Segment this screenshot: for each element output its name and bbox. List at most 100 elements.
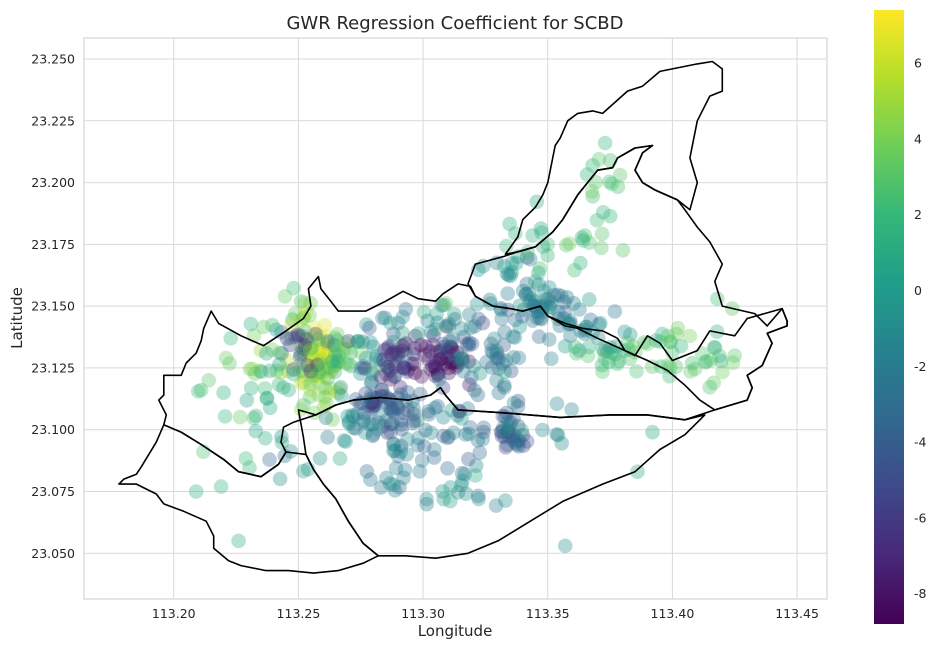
- data-point: [325, 355, 341, 370]
- data-point: [629, 364, 644, 379]
- data-point: [303, 363, 319, 379]
- data-point: [522, 251, 538, 267]
- data-point: [330, 326, 345, 342]
- data-point: [725, 355, 741, 371]
- data-point: [366, 362, 381, 378]
- data-point: [338, 335, 353, 350]
- data-point: [322, 385, 337, 401]
- data-point: [363, 334, 378, 350]
- data-point: [455, 350, 470, 366]
- data-point: [316, 336, 332, 352]
- data-point: [497, 324, 512, 340]
- data-point: [330, 354, 345, 369]
- data-point: [364, 374, 380, 389]
- data-point: [450, 408, 465, 423]
- data-point: [245, 361, 261, 377]
- data-point: [509, 437, 525, 453]
- data-point: [259, 391, 275, 406]
- data-point: [286, 362, 301, 377]
- data-point: [370, 422, 385, 437]
- data-point: [535, 239, 551, 254]
- data-point: [222, 356, 237, 371]
- data-point: [361, 416, 377, 432]
- data-point: [437, 339, 452, 355]
- data-point: [673, 338, 689, 354]
- data-point: [386, 326, 401, 342]
- data-point: [446, 355, 462, 371]
- data-point: [316, 399, 332, 414]
- data-point: [707, 340, 722, 355]
- data-point: [320, 334, 336, 349]
- data-point: [411, 326, 426, 341]
- data-point: [550, 427, 566, 443]
- data-point: [621, 342, 636, 357]
- data-point: [610, 356, 625, 372]
- data-point: [386, 443, 401, 459]
- data-point: [349, 334, 365, 350]
- data-point: [662, 359, 678, 375]
- data-point: [331, 348, 347, 364]
- data-point: [510, 393, 526, 409]
- data-point: [350, 334, 366, 349]
- data-point: [412, 464, 428, 479]
- data-point: [440, 461, 455, 476]
- data-point: [356, 414, 372, 430]
- data-point: [284, 316, 300, 332]
- y-tick-label: 23.150: [31, 299, 75, 314]
- data-point: [315, 350, 330, 365]
- data-point: [393, 444, 409, 459]
- data-point: [398, 346, 414, 362]
- data-point: [293, 346, 308, 362]
- data-point: [607, 346, 623, 362]
- data-point: [389, 356, 404, 372]
- data-point: [485, 345, 501, 361]
- data-point: [380, 359, 396, 375]
- data-point: [506, 432, 521, 448]
- data-point: [338, 434, 354, 449]
- data-point: [303, 344, 319, 360]
- data-point: [383, 393, 398, 408]
- data-point: [296, 397, 311, 413]
- data-point: [505, 429, 521, 445]
- data-point: [504, 255, 520, 271]
- data-point: [509, 255, 524, 271]
- data-point: [536, 283, 552, 299]
- data-point: [312, 451, 328, 466]
- data-point: [239, 393, 255, 408]
- data-point: [317, 317, 333, 333]
- data-point: [201, 373, 216, 388]
- x-axis-label: Longitude: [418, 622, 493, 640]
- data-point: [427, 442, 442, 457]
- data-point: [307, 354, 322, 369]
- data-point: [522, 294, 537, 309]
- data-point: [384, 402, 400, 418]
- data-point: [543, 295, 559, 310]
- data-point: [439, 319, 454, 334]
- data-point: [248, 408, 264, 424]
- data-point: [332, 381, 347, 397]
- data-point: [262, 452, 277, 467]
- data-point: [687, 361, 703, 377]
- data-point: [530, 310, 545, 326]
- data-point: [253, 343, 269, 358]
- data-point: [390, 400, 406, 416]
- data-point: [216, 385, 231, 401]
- data-point: [378, 356, 393, 372]
- data-point: [284, 330, 300, 346]
- y-tick-label: 23.175: [31, 237, 75, 252]
- data-point: [304, 368, 320, 384]
- data-point: [413, 337, 428, 353]
- data-point: [669, 326, 684, 342]
- data-point: [470, 488, 486, 504]
- data-point: [510, 433, 526, 448]
- data-point: [380, 425, 395, 440]
- data-point: [464, 336, 480, 352]
- data-point: [525, 228, 540, 243]
- data-point: [519, 434, 535, 449]
- data-point: [366, 339, 381, 355]
- data-point: [515, 283, 531, 299]
- data-point: [341, 357, 357, 372]
- data-point: [441, 316, 457, 332]
- data-point: [297, 295, 312, 311]
- data-point: [325, 360, 340, 376]
